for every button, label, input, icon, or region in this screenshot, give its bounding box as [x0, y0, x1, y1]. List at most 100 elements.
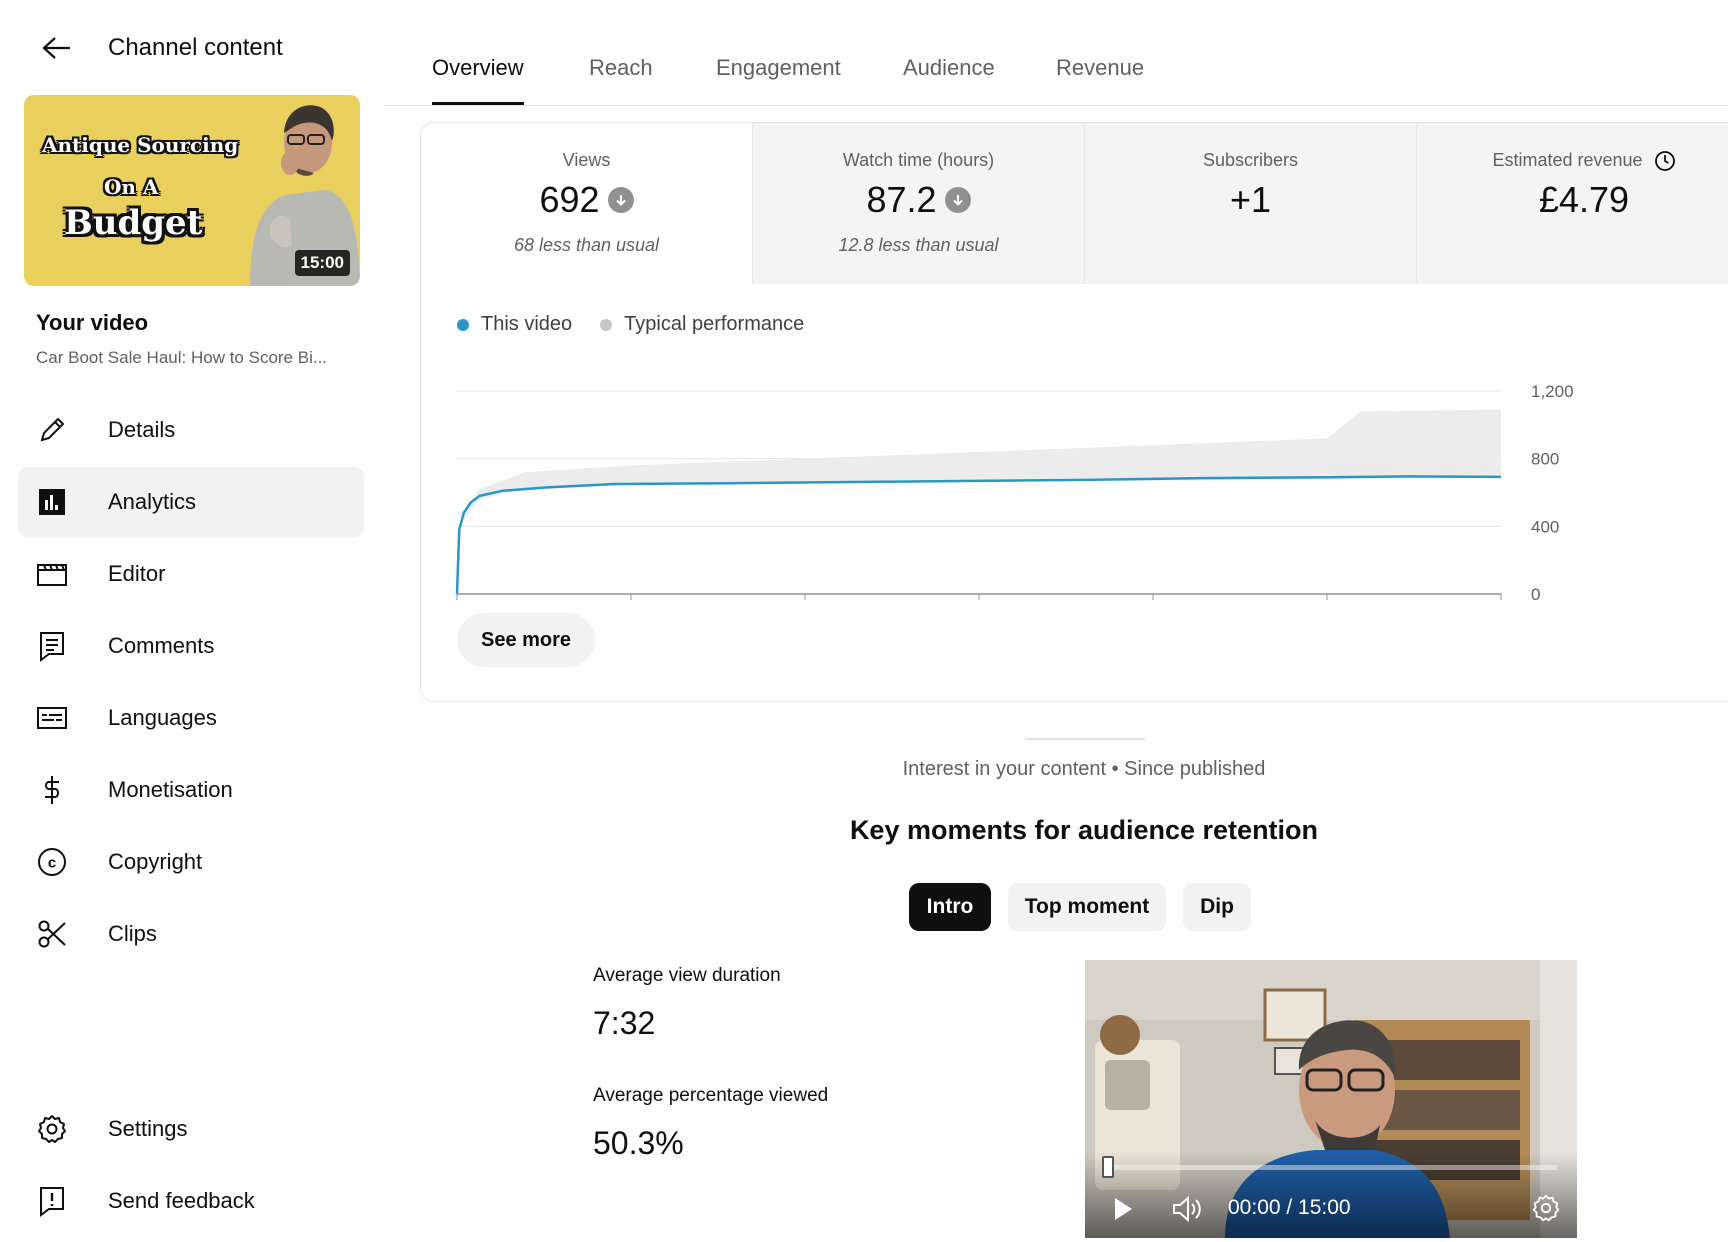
gear-icon [34, 1111, 70, 1147]
avg-view-duration-value: 7:32 [593, 1005, 656, 1041]
sidebar: Channel content Antique Sourcing On A Bu… [0, 0, 380, 1242]
player-time-display: 00:00 / 15:00 [1228, 1196, 1351, 1219]
legend-label-typical: Typical performance [624, 313, 805, 335]
back-arrow-icon[interactable] [36, 28, 76, 68]
scissors-icon [34, 916, 70, 952]
copyright-icon: c [34, 844, 70, 880]
thumbnail-text-line3: Budget [64, 203, 203, 243]
key-moments-title: Key moments for audience retention [849, 815, 1319, 845]
nav-item-send-feedback[interactable]: Send feedback [18, 1166, 364, 1236]
nav-item-analytics[interactable]: Analytics [18, 467, 364, 537]
metric-estimated-revenue[interactable]: Estimated revenue £4.79 [1417, 123, 1728, 284]
metric-views[interactable]: Views 692 68 less than usual [421, 123, 752, 284]
legend-item-typical[interactable]: Typical performance [600, 313, 804, 336]
avg-pct-viewed-value: 50.3% [593, 1125, 684, 1161]
metric-revenue-label: Estimated revenue [1492, 150, 1643, 170]
typical-performance-band [457, 409, 1501, 594]
overview-card: Views 692 68 less than usual Watch time … [420, 122, 1728, 702]
player-settings-gear-icon[interactable] [1530, 1192, 1562, 1224]
clapperboard-icon [34, 556, 70, 592]
metric-subscribers[interactable]: Subscribers +1 [1085, 123, 1416, 284]
chart-legend: This video Typical performance [457, 313, 832, 336]
avg-pct-viewed-label: Average percentage viewed [593, 1085, 829, 1106]
y-tick-label: 400 [1531, 517, 1559, 536]
pencil-icon [34, 412, 70, 448]
nav-label-send-feedback: Send feedback [108, 1188, 255, 1213]
nav-item-languages[interactable]: Languages [18, 683, 364, 753]
nav-item-settings[interactable]: Settings [18, 1094, 364, 1164]
nav-item-details[interactable]: Details [18, 395, 364, 465]
chip-intro[interactable]: Intro [909, 883, 991, 931]
metric-divider [1416, 123, 1417, 284]
metric-watch-time-value: 87.2 [866, 179, 937, 220]
nav-item-clips[interactable]: Clips [18, 899, 364, 969]
metric-views-value: 692 [539, 179, 600, 220]
legend-label-this-video: This video [481, 313, 573, 335]
interest-subtitle: Interest in your content • Since publish… [902, 758, 1266, 780]
nav-item-copyright[interactable]: c Copyright [18, 827, 364, 897]
metric-divider [752, 123, 753, 284]
avg-view-duration-label: Average view duration [593, 965, 781, 986]
dollar-icon [34, 772, 70, 808]
nav-label-details: Details [108, 417, 176, 442]
y-tick-label: 800 [1531, 450, 1559, 469]
nav-label-editor: Editor [108, 561, 166, 586]
nav-label-analytics: Analytics [108, 489, 197, 514]
y-tick-label: 1,200 [1531, 382, 1574, 401]
channel-content-title: Channel content [108, 34, 283, 61]
tab-reach[interactable]: Reach [589, 55, 653, 80]
see-more-button[interactable]: See more [457, 613, 596, 667]
metric-watch-time-comparison: 12.8 less than usual [838, 235, 999, 255]
video-player[interactable]: 00:00 / 15:00 [1085, 960, 1577, 1238]
metric-revenue-value-row: £4.79 [1417, 179, 1728, 221]
tab-audience[interactable]: Audience [903, 55, 995, 80]
thumbnail-person-image [250, 105, 360, 286]
section-divider [1025, 738, 1145, 740]
metric-views-label: Views [562, 150, 611, 170]
clock-icon [1654, 151, 1675, 172]
subtitles-icon [34, 700, 70, 736]
metric-subscribers-label: Subscribers [1202, 150, 1299, 170]
nav-label-monetisation: Monetisation [108, 777, 233, 802]
analytics-tabs: Overview Reach Engagement Audience Reven… [384, 0, 1728, 106]
arrow-down-icon [607, 187, 634, 213]
chip-top-moment[interactable]: Top moment [1008, 883, 1166, 931]
metric-divider [1084, 123, 1085, 284]
your-video-label: Your video [36, 310, 149, 335]
metric-revenue-value: £4.79 [1538, 179, 1630, 220]
back-row: Channel content [36, 28, 283, 68]
nav-label-languages: Languages [108, 705, 217, 730]
play-icon[interactable] [1111, 1194, 1135, 1224]
legend-dot-typical [600, 318, 613, 331]
tab-overview[interactable]: Overview [432, 55, 524, 80]
video-thumbnail[interactable]: Antique Sourcing On A Budget 15:00 [24, 95, 360, 286]
progress-track[interactable] [1105, 1165, 1557, 1170]
arrow-down-icon [944, 187, 971, 213]
metric-subscribers-value-row: +1 [1085, 179, 1416, 221]
nav-item-comments[interactable]: Comments [18, 611, 364, 681]
thumbnail-text-line1: Antique Sourcing [42, 133, 239, 157]
nav-label-clips: Clips [108, 921, 157, 946]
legend-dot-this-video [457, 318, 469, 331]
thumbnail-duration-badge: 15:00 [294, 250, 350, 276]
metric-views-comparison: 68 less than usual [513, 235, 660, 255]
tab-revenue[interactable]: Revenue [1056, 55, 1145, 80]
nav-item-editor[interactable]: Editor [18, 539, 364, 609]
chip-dip[interactable]: Dip [1183, 883, 1251, 931]
progress-scrubber[interactable] [1102, 1156, 1114, 1178]
thumbnail-text-line2: On A [104, 175, 159, 199]
nav-item-monetisation[interactable]: Monetisation [18, 755, 364, 825]
nav-label-copyright: Copyright [108, 849, 203, 874]
legend-item-this-video[interactable]: This video [457, 313, 572, 336]
comment-icon [34, 628, 70, 664]
tab-engagement[interactable]: Engagement [716, 55, 841, 80]
metric-watch-time-value-row: 87.2 [753, 179, 1084, 221]
this-video-line [455, 475, 1502, 595]
feedback-icon [34, 1183, 70, 1219]
metric-watch-time[interactable]: Watch time (hours) 87.2 12.8 less than u… [753, 123, 1084, 284]
player-controls-bar: 00:00 / 15:00 [1085, 1152, 1577, 1238]
volume-icon[interactable] [1172, 1194, 1204, 1224]
svg-text:c: c [48, 855, 56, 872]
active-tab-indicator [432, 102, 524, 105]
